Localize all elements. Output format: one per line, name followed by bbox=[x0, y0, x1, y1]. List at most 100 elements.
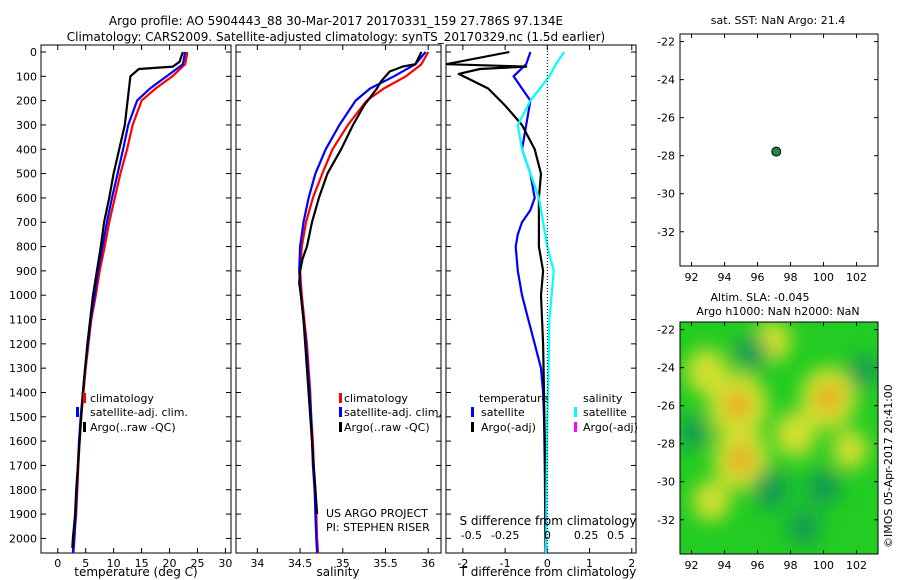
legend-swatch-climatology bbox=[339, 393, 342, 403]
sla_map-xtick-label: 102 bbox=[846, 559, 867, 572]
sla_map-ytick-label: -32 bbox=[657, 514, 675, 527]
legend-label: satellite bbox=[583, 406, 627, 419]
sst-map-title: sat. SST: NaN Argo: 21.4 bbox=[711, 14, 845, 27]
difference-xtick-label: 1 bbox=[586, 557, 593, 570]
sla_map-ytick-label: -24 bbox=[657, 362, 675, 375]
depth-tick-label: 500 bbox=[16, 168, 37, 181]
temperature-xtick-label: 0 bbox=[54, 557, 61, 570]
sla-anomaly-low bbox=[847, 354, 878, 389]
imos-credit: ©IMOS 05-Apr-2017 20:41:00 bbox=[882, 384, 895, 548]
sst_map-xtick-label: 96 bbox=[751, 271, 765, 284]
sla_map-ytick-label: -26 bbox=[657, 400, 675, 413]
difference-line-salinity-satellite bbox=[516, 51, 566, 553]
sla_map-xtick-label: 92 bbox=[685, 559, 699, 572]
sla_map-xtick-label: 96 bbox=[751, 559, 765, 572]
salinity-xtick-label: 34 bbox=[250, 557, 264, 570]
salinity-legend: climatology satellite-adj. clim. Argo(..… bbox=[339, 392, 442, 434]
sst_map-xtick-label: 100 bbox=[813, 271, 834, 284]
salinity-series-group bbox=[298, 51, 430, 553]
depth-tick-label: 1500 bbox=[9, 411, 37, 424]
salinity-xtick-label: 35.5 bbox=[373, 557, 398, 570]
temperature-legend: climatology satellite-adj. clim. Argo(..… bbox=[76, 392, 188, 434]
legend-header-salinity: salinity bbox=[583, 392, 623, 405]
sla-anomaly-high bbox=[774, 410, 817, 458]
depth-tick-label: 700 bbox=[16, 216, 37, 229]
temperature-series-group bbox=[71, 51, 189, 553]
sst_map-ytick-label: -26 bbox=[657, 112, 675, 125]
depth-tick-label: 1000 bbox=[9, 289, 37, 302]
sla-anomaly-peak bbox=[816, 384, 841, 413]
sla-anomaly-low bbox=[751, 469, 790, 510]
sla-anomaly-high bbox=[831, 429, 868, 470]
legend-label: Argo(-adj) bbox=[583, 421, 638, 434]
s-diff-tick-label: -0.25 bbox=[491, 529, 519, 542]
sst_map-xtick-label: 94 bbox=[718, 271, 732, 284]
project-annotation: US ARGO PROJECT bbox=[326, 507, 428, 520]
sla-map-frame bbox=[679, 321, 879, 555]
sst_map-ytick-label: -32 bbox=[657, 226, 675, 239]
sst_map-ytick-label: -22 bbox=[657, 36, 675, 49]
temperature-line-argo-raw-qc- bbox=[71, 51, 184, 549]
sla-anomaly-low bbox=[805, 468, 842, 507]
sst_map-ytick-label: -30 bbox=[657, 188, 675, 201]
sst_map-xtick-label: 102 bbox=[846, 271, 867, 284]
s-diff-tick-label: 0 bbox=[544, 529, 551, 542]
sst_map-ytick-label: -24 bbox=[657, 74, 675, 87]
sla_map-ytick-label: -30 bbox=[657, 476, 675, 489]
sst_map-xtick-label: 98 bbox=[784, 271, 798, 284]
difference-xtick-label: 0 bbox=[544, 557, 551, 570]
difference-xtick-label: 2 bbox=[628, 557, 635, 570]
depth-tick-label: 1700 bbox=[9, 459, 37, 472]
sla-anomaly-peak bbox=[725, 391, 750, 420]
legend-label: satellite bbox=[481, 406, 525, 419]
temperature-xtick-label: 30 bbox=[218, 557, 232, 570]
depth-tick-label: 0 bbox=[30, 46, 37, 59]
sla-anomaly-low bbox=[786, 509, 821, 546]
depth-tick-label: 1900 bbox=[9, 508, 37, 521]
legend-label: Argo(-adj) bbox=[481, 421, 536, 434]
legend-swatch-satellite bbox=[339, 407, 342, 417]
sla_map-ytick-label: -28 bbox=[657, 438, 675, 451]
sst_map-ytick-label: -28 bbox=[657, 150, 675, 163]
depth-tick-label: 400 bbox=[16, 143, 37, 156]
sla-anomaly-low bbox=[733, 334, 768, 371]
salinity-xtick-label: 35 bbox=[336, 557, 350, 570]
s-diff-tick-label: 0.25 bbox=[574, 529, 599, 542]
legend-label: satellite-adj. clim. bbox=[344, 406, 442, 419]
depth-tick-label: 1300 bbox=[9, 362, 37, 375]
legend-swatch-t-satellite bbox=[471, 407, 474, 417]
salinity-xlabel: salinity bbox=[316, 565, 359, 579]
legend-swatch-t-argo bbox=[471, 422, 474, 432]
depth-tick-label: 1800 bbox=[9, 484, 37, 497]
legend-swatch-s-satellite bbox=[574, 407, 577, 417]
legend-label: Argo(..raw -QC) bbox=[344, 421, 430, 434]
legend-label: satellite-adj. clim. bbox=[90, 406, 188, 419]
sla_map-xtick-label: 100 bbox=[813, 559, 834, 572]
difference-xlabel: T difference from climatology bbox=[459, 565, 637, 579]
difference-xtick-label: -1 bbox=[500, 557, 511, 570]
argo-float-position bbox=[771, 146, 782, 157]
sla-anomaly-high bbox=[685, 348, 728, 395]
depth-tick-label: 1600 bbox=[9, 435, 37, 448]
legend-label: climatology bbox=[344, 392, 408, 405]
difference-line-temperature-argo-adj- bbox=[446, 50, 547, 549]
depth-tick-label: 1400 bbox=[9, 386, 37, 399]
difference-legend: temperature salinity satellite Argo(-adj… bbox=[471, 392, 638, 434]
legend-swatch-s-argo bbox=[574, 422, 577, 432]
depth-tick-label: 2000 bbox=[9, 532, 37, 545]
salinity-xtick-label: 36 bbox=[421, 557, 435, 570]
legend-swatch-climatology bbox=[83, 393, 86, 403]
sla-heatmap bbox=[680, 322, 878, 554]
temperature-xtick-label: 10 bbox=[107, 557, 121, 570]
sla-map-title-1: Altim. SLA: -0.045 bbox=[710, 291, 809, 304]
depth-tick-label: 900 bbox=[16, 265, 37, 278]
sla_map-xtick-label: 94 bbox=[718, 559, 732, 572]
depth-tick-label: 100 bbox=[16, 70, 37, 83]
sla-map-title-2: Argo h1000: NaN h2000: NaN bbox=[696, 305, 859, 318]
difference-series-group bbox=[446, 50, 566, 553]
legend-swatch-satellite bbox=[76, 407, 79, 417]
depth-tick-label: 1200 bbox=[9, 338, 37, 351]
sla-anomaly-peak bbox=[729, 444, 754, 473]
temperature-xtick-label: 20 bbox=[163, 557, 177, 570]
